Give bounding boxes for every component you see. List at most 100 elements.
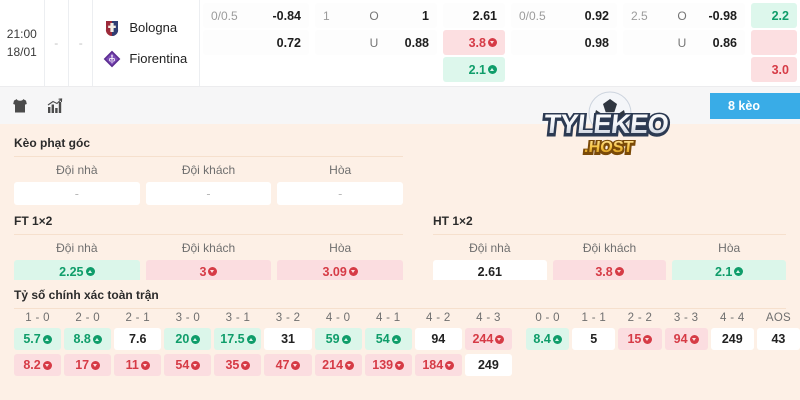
odds-cell[interactable]: 0/0.5 -0.84 [202, 3, 309, 28]
jersey-icon[interactable] [10, 96, 30, 116]
score-odds-cell[interactable]: 20 [164, 328, 212, 350]
odds-group-ft-handicap[interactable]: 0/0.5 -0.84 0.72 [200, 3, 312, 86]
odds-value[interactable]: 2.61 [433, 260, 547, 283]
odds-cell[interactable]: 3.0 [750, 57, 797, 82]
odds-cell[interactable] [750, 30, 797, 55]
score-odds-cell[interactable]: 5.7 [14, 328, 62, 350]
score-odds-cell[interactable]: 184 [414, 354, 462, 376]
arrow-down-icon [345, 360, 355, 370]
score-odds-cell[interactable]: 214 [314, 354, 362, 376]
score-odds-cell[interactable]: 249 [464, 354, 512, 376]
score-column: 2 - 2 15 [618, 309, 662, 354]
statistics-chart-icon[interactable] [44, 96, 64, 116]
score-label: 1 - 0 [25, 312, 50, 324]
odds-group-ht-1x2[interactable]: 2.2 3.0 [748, 3, 800, 86]
ht-col-home[interactable]: Đội nhà 2.61 [433, 241, 547, 283]
odds-cell[interactable]: 2.1 [442, 57, 505, 82]
score-odds-cell[interactable]: 94 [664, 328, 708, 350]
arrow-up-icon [42, 334, 52, 344]
odds-cell[interactable]: U 0.88 [314, 30, 437, 55]
score-odds-cell[interactable]: 17 [64, 354, 112, 376]
odds-cell[interactable]: 0.98 [510, 30, 617, 55]
score-odds-cell[interactable]: 8.4 [526, 328, 570, 350]
score-label: 4 - 2 [426, 312, 451, 324]
odds-group-ht-over-under[interactable]: 2.5 O -0.98 U 0.86 [620, 3, 748, 86]
match-score-placeholder-2: - [69, 0, 94, 86]
odds-cell[interactable]: 2.2 [750, 3, 797, 28]
odds-cell[interactable]: 2.5 O -0.98 [622, 3, 745, 28]
corner-columns: Đội nhà - Đội khách - Hòa - [0, 157, 417, 205]
odds-cell[interactable]: 0/0.5 0.92 [510, 3, 617, 28]
odds-value[interactable]: 2.25 [14, 260, 140, 283]
score-odds-cell[interactable]: 244 [464, 328, 512, 350]
arrow-up-icon [85, 267, 95, 276]
odds-cell[interactable]: U 0.86 [622, 30, 745, 55]
odds-value[interactable]: - [277, 182, 404, 205]
corner-col-draw[interactable]: Hòa - [277, 163, 404, 205]
odds-group-ht-handicap[interactable]: 0/0.5 0.92 0.98 [508, 3, 620, 86]
score-odds-cell[interactable]: 47 [264, 354, 312, 376]
odds-group-ft-over-under[interactable]: 1 O 1 U 0.88 [312, 3, 440, 86]
ft-col-away[interactable]: Đội khách 3 [145, 241, 272, 283]
score-label: 3 - 1 [225, 312, 251, 324]
score-column: AOS 43 [756, 309, 800, 354]
column-header: Đội nhà [56, 241, 98, 255]
corner-col-home[interactable]: Đội nhà - [14, 163, 140, 205]
odds-value: 8.4 [533, 332, 551, 346]
score-column: 3 - 0 20 54 [164, 309, 212, 380]
away-team-row[interactable]: Fiorentina [103, 50, 199, 68]
score-odds-cell[interactable]: 11 [114, 354, 162, 376]
odds-value[interactable]: 3.8 [552, 260, 667, 283]
score-odds-cell[interactable]: 7.6 [114, 328, 162, 350]
panel-ft-1x2: FT 1×2 Đội nhà 2.25 Đội khách 3 Hòa 3.09 [0, 206, 417, 283]
score-odds-cell[interactable]: 35 [214, 354, 262, 376]
odds-cell-empty [315, 57, 437, 82]
score-odds-cell[interactable]: 94 [414, 328, 462, 350]
odds-value[interactable]: - [14, 182, 140, 205]
ft-col-draw[interactable]: Hòa 3.09 [277, 241, 404, 283]
arrow-up-icon [341, 334, 351, 344]
odds-value[interactable]: 3 [145, 260, 272, 283]
score-odds-cell[interactable]: 8.8 [64, 328, 112, 350]
column-header: Đội nhà [469, 241, 511, 255]
teams-column[interactable]: Bologna Fiorentina [93, 0, 200, 86]
score-odds-cell[interactable]: 5 [572, 328, 616, 350]
odds-value: 8.8 [73, 332, 91, 346]
odds-value[interactable]: - [145, 182, 272, 205]
score-odds-cell[interactable]: 17.5 [214, 328, 262, 350]
bets-count-button[interactable]: 8 kèo [710, 92, 800, 119]
arrow-down-icon [291, 360, 301, 370]
ht-col-away[interactable]: Đội khách 3.8 [552, 241, 667, 283]
score-odds-cell[interactable]: 139 [364, 354, 412, 376]
score-odds-cell[interactable]: 59 [314, 328, 362, 350]
odds-cell[interactable]: 2.61 [442, 3, 505, 28]
odds-cell[interactable]: 1 O 1 [314, 3, 437, 28]
score-odds-cell[interactable]: 15 [618, 328, 662, 350]
odds-value: 94 [673, 332, 688, 346]
match-row[interactable]: 21:00 18/01 - - Bologna [0, 0, 800, 86]
odds-value: 5 [590, 332, 598, 346]
markets-body: Kèo phạt góc Đội nhà - Đội khách - Hòa - [0, 124, 800, 400]
correct-score-left: 1 - 0 5.7 8.2 2 - 0 8.8 17 2 - 1 7.6 11 3 - 0 20 54… [0, 309, 512, 380]
ou-line: 1 [322, 8, 330, 23]
score-label: 0 - 0 [535, 312, 560, 324]
odds-value: 244 [472, 332, 494, 346]
home-team-row[interactable]: Bologna [103, 19, 199, 37]
score-odds-cell[interactable]: 249 [710, 328, 754, 350]
odds-group-ft-1x2[interactable]: 2.61 3.8 2.1 [440, 3, 508, 86]
odds-value[interactable]: 2.1 [672, 260, 787, 283]
odds-value: 31 [281, 332, 295, 346]
ft-col-home[interactable]: Đội nhà 2.25 [14, 241, 140, 283]
odds-value: 20 [175, 332, 190, 346]
score-odds-cell[interactable]: 54 [164, 354, 212, 376]
column-header: Đội khách [181, 163, 236, 177]
score-odds-cell[interactable]: 8.2 [14, 354, 62, 376]
odds-value[interactable]: 3.09 [277, 260, 404, 283]
odds-cell[interactable]: 0.72 [202, 30, 309, 55]
score-odds-cell[interactable]: 54 [364, 328, 412, 350]
ht-col-draw[interactable]: Hòa 2.1 [672, 241, 787, 283]
odds-cell[interactable]: 3.8 [442, 30, 505, 55]
corner-col-away[interactable]: Đội khách - [145, 163, 272, 205]
score-odds-cell[interactable]: 31 [264, 328, 312, 350]
score-odds-cell[interactable]: 43 [756, 328, 800, 350]
